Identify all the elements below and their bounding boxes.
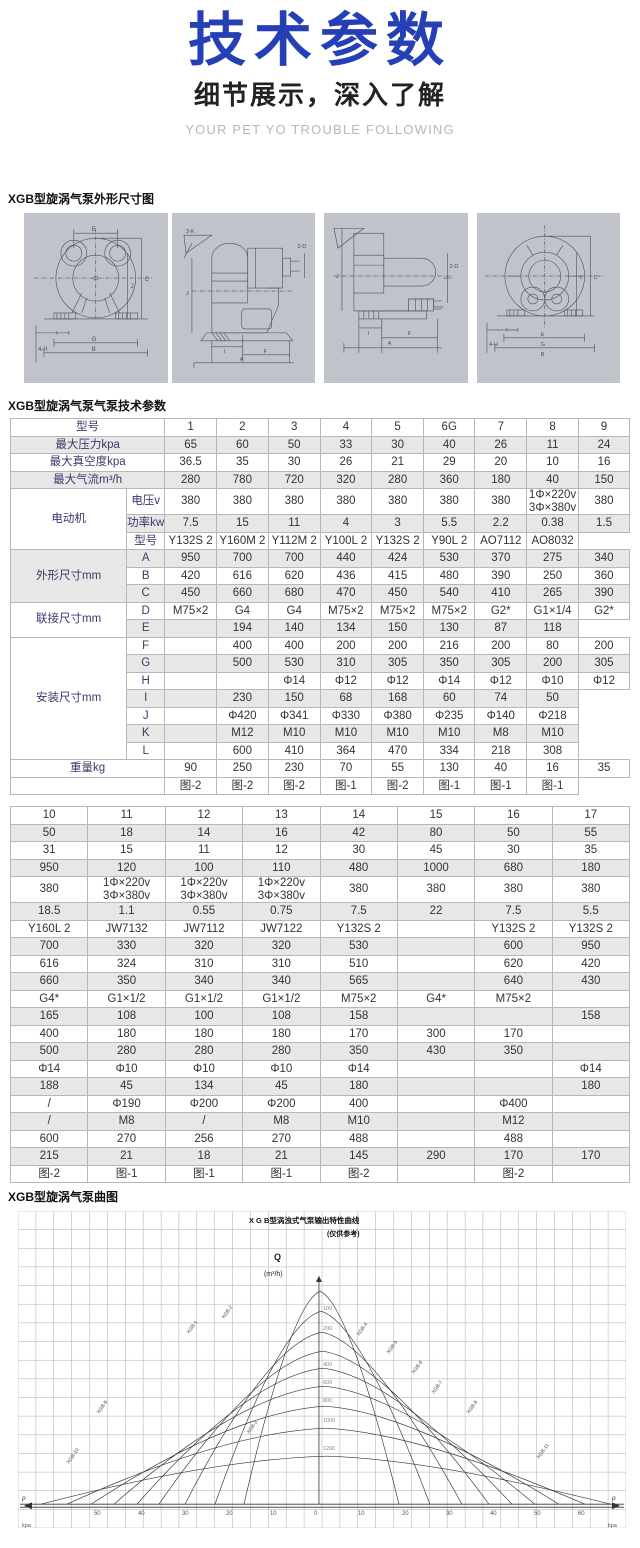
- svg-text:600: 600: [323, 1380, 332, 1386]
- svg-text:kpa: kpa: [22, 1523, 32, 1528]
- svg-text:B: B: [540, 352, 544, 358]
- svg-text:XGB-10: XGB-10: [66, 1447, 81, 1465]
- svg-text:40: 40: [490, 1511, 497, 1517]
- svg-text:20: 20: [226, 1511, 233, 1517]
- svg-text:C: C: [145, 277, 150, 283]
- svg-text:800: 800: [323, 1398, 332, 1404]
- svg-text:Q: Q: [274, 1252, 281, 1262]
- svg-text:XGB-6: XGB-6: [411, 1359, 425, 1375]
- svg-text:XGB-5: XGB-5: [386, 1339, 400, 1355]
- svg-text:J: J: [131, 284, 134, 290]
- svg-text:XGB-11: XGB-11: [536, 1442, 551, 1460]
- svg-text:0: 0: [314, 1511, 318, 1517]
- svg-text:60: 60: [578, 1511, 585, 1517]
- svg-text:G: G: [92, 337, 97, 343]
- svg-text:XGB-3: XGB-3: [246, 1419, 260, 1435]
- svg-text:C: C: [593, 275, 597, 281]
- svg-text:X G B型涡浊式气泵输出特性曲线: X G B型涡浊式气泵输出特性曲线: [249, 1215, 360, 1225]
- svg-text:4-H: 4-H: [488, 342, 497, 348]
- svg-text:400: 400: [323, 1362, 332, 1368]
- svg-text:J: J: [185, 291, 188, 297]
- svg-text:30: 30: [446, 1511, 453, 1517]
- svg-text:I: I: [223, 349, 225, 355]
- svg-text:XGB-8: XGB-8: [466, 1399, 480, 1415]
- svg-text:A: A: [388, 341, 392, 347]
- svg-text:30: 30: [182, 1511, 189, 1517]
- svg-text:200: 200: [323, 1326, 332, 1332]
- svg-text:50: 50: [534, 1511, 541, 1517]
- svg-text:2-D: 2-D: [450, 264, 459, 270]
- svg-text:1000: 1000: [323, 1418, 335, 1424]
- svg-text:F: F: [408, 331, 412, 337]
- svg-text:100: 100: [323, 1306, 332, 1312]
- svg-text:E: E: [92, 227, 96, 233]
- svg-text:XGB-1: XGB-1: [186, 1319, 200, 1335]
- svg-text:10: 10: [358, 1511, 365, 1517]
- svg-text:E: E: [540, 332, 544, 338]
- svg-text:p: p: [611, 1495, 616, 1502]
- svg-text:F: F: [263, 349, 267, 355]
- svg-text:B: B: [92, 347, 96, 353]
- svg-text:kpa: kpa: [608, 1523, 618, 1528]
- svg-text:20: 20: [402, 1511, 409, 1517]
- svg-text:XGB-7: XGB-7: [431, 1379, 445, 1395]
- svg-text:1200: 1200: [323, 1446, 335, 1452]
- svg-text:J: J: [336, 274, 339, 280]
- svg-text:(m³/h): (m³/h): [264, 1271, 283, 1278]
- svg-text:p: p: [21, 1495, 26, 1502]
- svg-text:50: 50: [94, 1511, 101, 1517]
- svg-text:A: A: [239, 357, 243, 363]
- svg-text:10: 10: [270, 1511, 277, 1517]
- svg-text:(仅供参考): (仅供参考): [327, 1229, 360, 1238]
- svg-text:I: I: [368, 331, 370, 337]
- svg-text:XGB-2: XGB-2: [221, 1304, 235, 1320]
- svg-text:3-K: 3-K: [185, 229, 194, 235]
- svg-text:G: G: [540, 342, 544, 348]
- svg-text:2-D: 2-D: [297, 244, 306, 250]
- svg-text:4-H: 4-H: [38, 347, 48, 353]
- svg-text:40: 40: [138, 1511, 145, 1517]
- svg-text:L: L: [579, 275, 582, 281]
